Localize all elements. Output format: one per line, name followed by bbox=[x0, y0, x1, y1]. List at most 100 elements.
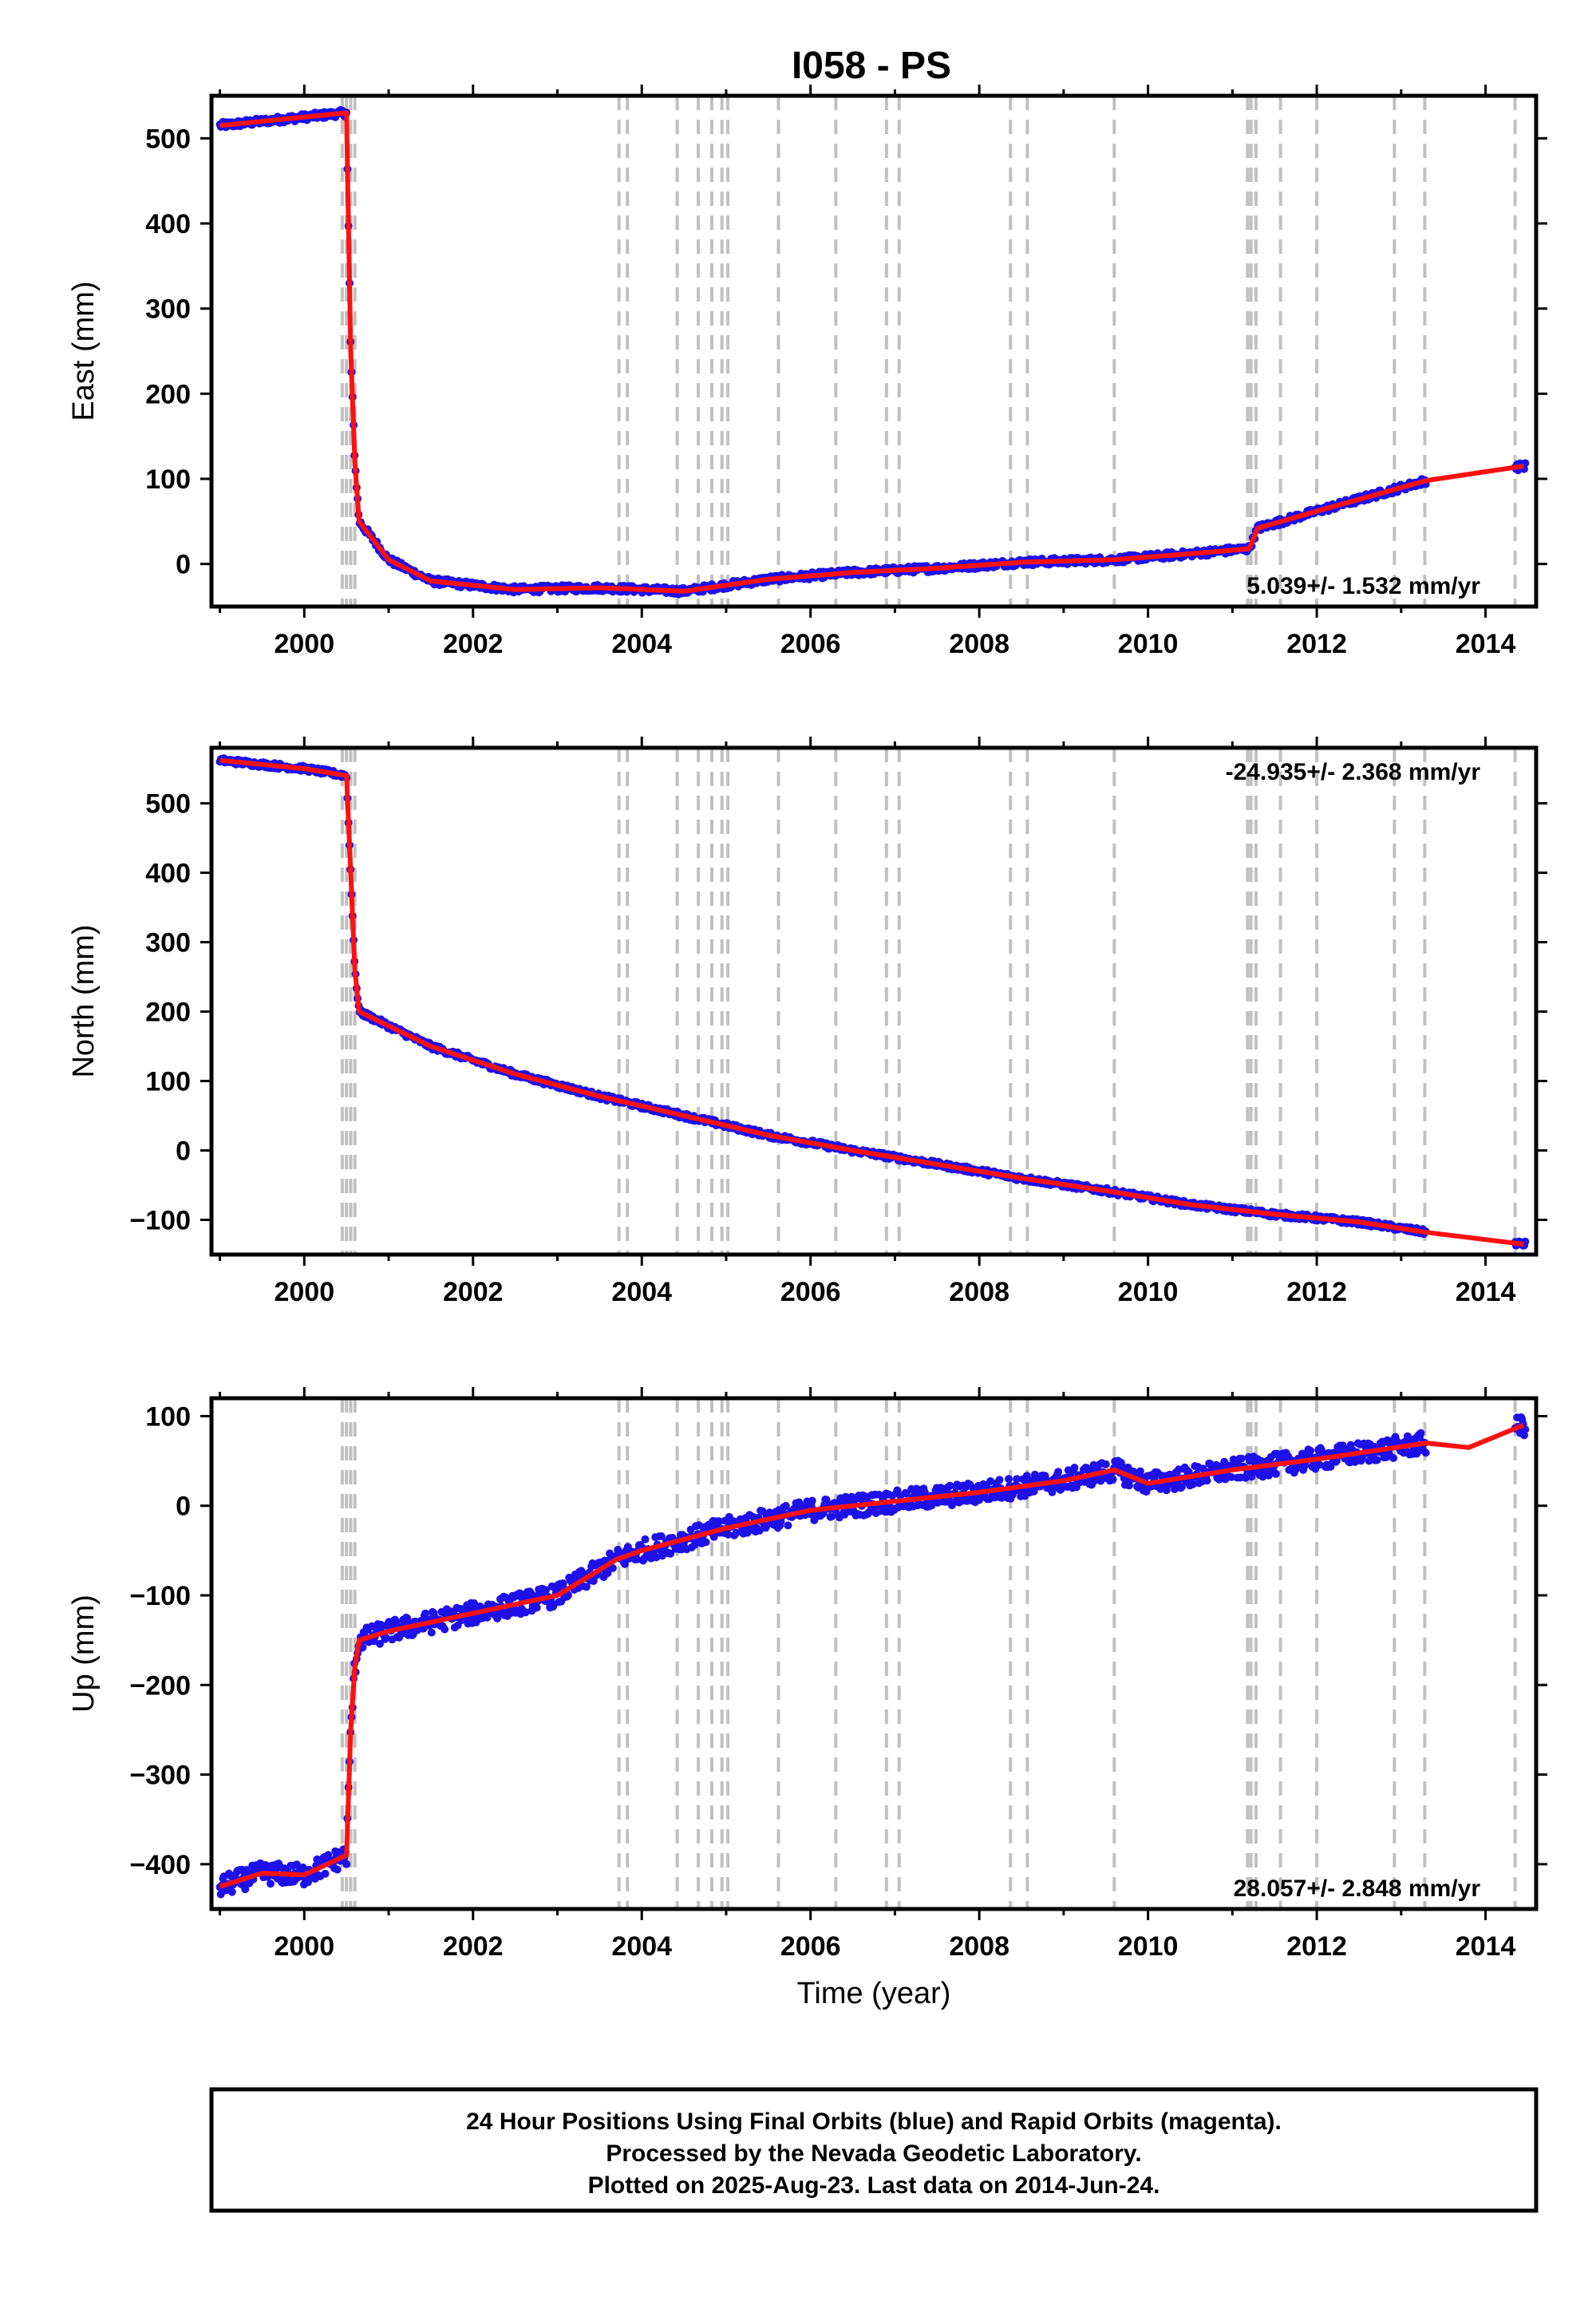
x-tick-label: 2010 bbox=[1118, 629, 1179, 659]
data-point bbox=[241, 1885, 250, 1894]
data-point bbox=[1054, 1468, 1063, 1476]
y-tick-label: 200 bbox=[145, 998, 191, 1028]
rate-annotation: 28.057+/- 2.848 mm/yr bbox=[1234, 1875, 1481, 1902]
data-point bbox=[621, 1559, 630, 1568]
x-tick-label: 2014 bbox=[1456, 629, 1516, 659]
data-point bbox=[652, 1553, 661, 1562]
y-tick-label: −100 bbox=[129, 1581, 191, 1611]
panel-frame bbox=[209, 93, 1539, 609]
data-point bbox=[1306, 1446, 1315, 1455]
y-tick-label: 200 bbox=[145, 379, 191, 409]
x-tick-label: 2012 bbox=[1286, 629, 1347, 659]
x-tick-label: 2006 bbox=[780, 1277, 841, 1307]
data-point bbox=[701, 1538, 710, 1547]
x-tick-label: 2010 bbox=[1118, 1277, 1179, 1307]
y-tick-label: 300 bbox=[145, 294, 191, 325]
data-point bbox=[986, 1477, 995, 1485]
data-point bbox=[267, 1879, 275, 1888]
y-tick-label: −300 bbox=[129, 1761, 191, 1791]
data-point bbox=[1389, 1454, 1398, 1462]
y-tick-label: −100 bbox=[129, 1206, 191, 1236]
x-tick-label: 2014 bbox=[1456, 1277, 1516, 1307]
y-tick-label: 100 bbox=[145, 1067, 191, 1097]
y-tick-label: 300 bbox=[145, 928, 191, 958]
y-tick-label: −200 bbox=[129, 1670, 191, 1701]
x-tick-label: 2008 bbox=[949, 629, 1009, 659]
footer-box: 24 Hour Positions Using Final Orbits (bl… bbox=[209, 2087, 1539, 2213]
x-tick-label: 2002 bbox=[443, 1277, 504, 1307]
x-tick-label: 2000 bbox=[274, 1931, 334, 1962]
rate-annotation: -24.935+/- 2.368 mm/yr bbox=[1226, 759, 1481, 785]
data-point bbox=[1188, 1480, 1197, 1488]
footer-frame bbox=[209, 2087, 1539, 2213]
data-point bbox=[1237, 1454, 1246, 1463]
data-point bbox=[1247, 1472, 1256, 1481]
data-point bbox=[1022, 1472, 1031, 1480]
data-point bbox=[784, 1521, 792, 1530]
data-point bbox=[724, 1530, 733, 1539]
y-tick-label: 0 bbox=[176, 550, 191, 580]
x-tick-label: 2012 bbox=[1286, 1277, 1347, 1307]
x-axis-label: Time (year) bbox=[797, 1977, 951, 2010]
data-point bbox=[1315, 1460, 1324, 1469]
y-axis-label: North (mm) bbox=[67, 924, 101, 1077]
x-tick-label: 2004 bbox=[611, 629, 672, 659]
data-point bbox=[1070, 1464, 1079, 1472]
data-point bbox=[358, 1643, 367, 1652]
y-axis-label: Up (mm) bbox=[67, 1595, 101, 1713]
data-point bbox=[532, 1603, 541, 1612]
data-point bbox=[1108, 1475, 1117, 1484]
data-point bbox=[521, 1608, 530, 1617]
y-tick-label: 0 bbox=[176, 1136, 191, 1167]
data-point bbox=[1373, 1456, 1381, 1464]
north-panel: 2000 2002 2004 2006 2008 2010 2012 2014 −100 0 100… bbox=[67, 737, 1547, 1307]
y-tick-label: 0 bbox=[176, 1492, 191, 1522]
data-point bbox=[608, 1563, 617, 1572]
y-tick-label: 100 bbox=[145, 464, 191, 495]
model-line bbox=[219, 757, 1524, 1247]
data-point bbox=[603, 1569, 612, 1578]
data-point bbox=[920, 1488, 929, 1496]
y-tick-label: 500 bbox=[145, 124, 191, 154]
data-point bbox=[333, 1865, 342, 1874]
data-point bbox=[715, 1517, 724, 1526]
data-point bbox=[559, 1579, 567, 1587]
data-point bbox=[381, 1634, 390, 1642]
data-point bbox=[732, 1528, 741, 1537]
data-point bbox=[694, 1521, 703, 1530]
y-tick-label: 100 bbox=[145, 1401, 191, 1432]
data-point bbox=[421, 1609, 430, 1618]
model-line bbox=[219, 1422, 1525, 1889]
up-panel: 2000 2002 2004 2006 2008 2010 2012 2014 −400 −300… bbox=[67, 1387, 1547, 2010]
data-point bbox=[946, 1481, 954, 1490]
data-point bbox=[808, 1496, 816, 1505]
x-tick-label: 2008 bbox=[949, 1277, 1009, 1307]
data-point bbox=[1421, 1449, 1430, 1457]
panel-frame bbox=[209, 745, 1539, 1257]
data-point bbox=[633, 1555, 642, 1563]
model-line bbox=[219, 110, 1524, 594]
x-tick-label: 2002 bbox=[443, 1931, 504, 1962]
east-panel: 2000 2002 2004 2006 2008 2010 2012 2014 0 100 200 3… bbox=[67, 85, 1547, 659]
data-point bbox=[827, 1512, 836, 1521]
x-tick-label: 2002 bbox=[443, 629, 504, 659]
data-point bbox=[657, 1532, 666, 1540]
data-point bbox=[1416, 1429, 1425, 1437]
data-point bbox=[321, 1869, 330, 1878]
x-tick-label: 2000 bbox=[274, 629, 334, 659]
y-tick-label: 400 bbox=[145, 209, 191, 239]
data-point bbox=[376, 1639, 384, 1648]
y-tick-label: −400 bbox=[129, 1850, 191, 1880]
data-point bbox=[227, 1887, 236, 1896]
data-point bbox=[1013, 1475, 1021, 1484]
data-point bbox=[1258, 1456, 1266, 1465]
data-point bbox=[822, 1496, 831, 1504]
data-point bbox=[427, 1628, 436, 1637]
plot-area bbox=[215, 96, 1530, 607]
x-tick-label: 2006 bbox=[780, 1931, 841, 1962]
x-tick-label: 2010 bbox=[1118, 1931, 1179, 1962]
x-tick-label: 2004 bbox=[611, 1277, 672, 1307]
rate-annotation: 5.039+/- 1.532 mm/yr bbox=[1246, 573, 1480, 599]
data-point bbox=[995, 1476, 1004, 1484]
footer-line-2: Processed by the Nevada Geodetic Laborat… bbox=[606, 2140, 1141, 2167]
